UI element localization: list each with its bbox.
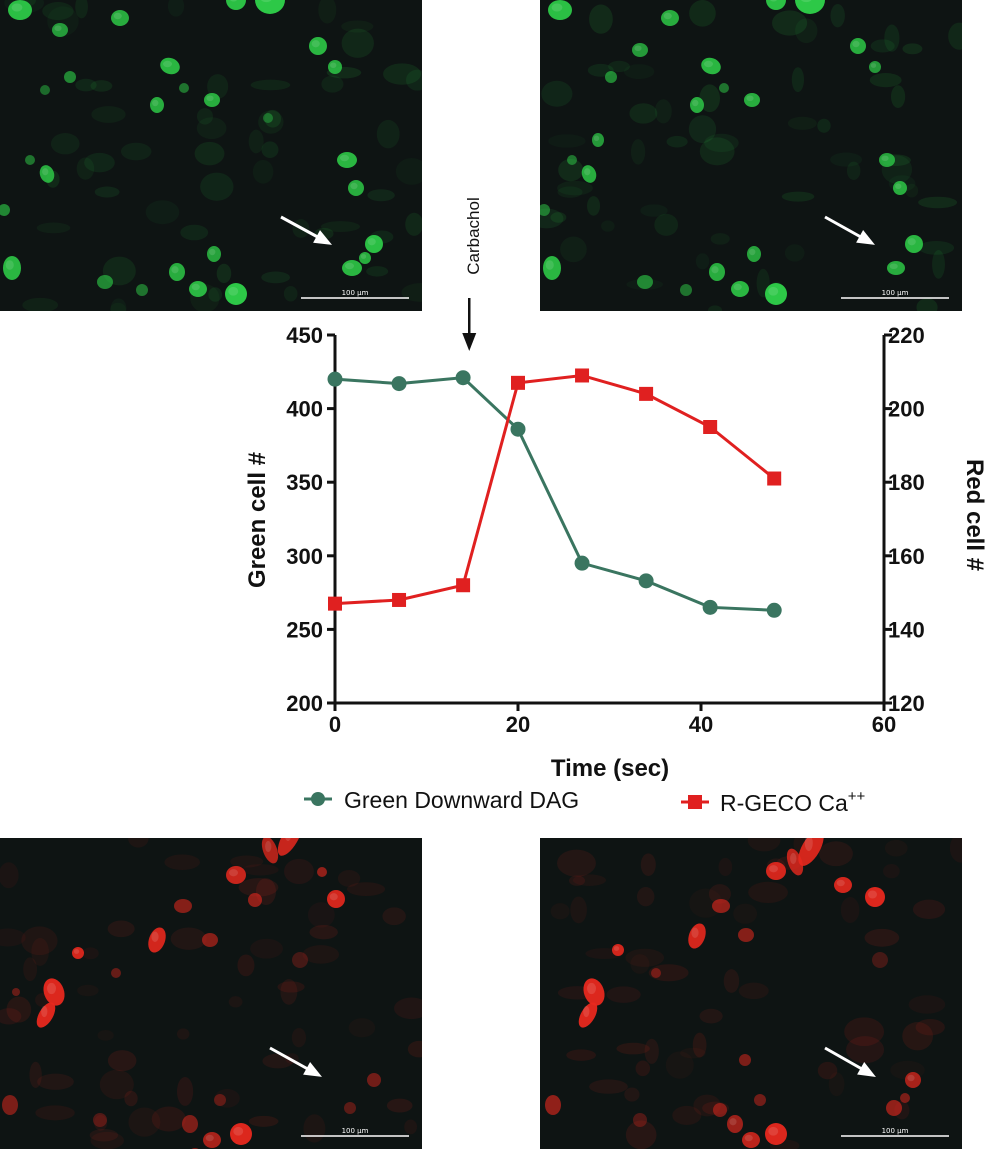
y-right-tick-label: 140 [888, 617, 925, 642]
series-line-red-geco [334, 373, 776, 606]
scale-bar-label: 100 µm [882, 1127, 909, 1135]
data-point-green-dag [327, 371, 343, 387]
data-point-green-dag [766, 602, 782, 618]
y-right-tick-label: 220 [888, 323, 925, 348]
y-left-tick-label: 350 [286, 470, 323, 495]
scale-bar-label: 100 µm [342, 1127, 369, 1135]
red-cell-image-after: 100 µm [540, 838, 962, 1149]
legend-red-label-superscript: ++ [848, 788, 866, 805]
green-cell-image-before: 100 µm [0, 0, 422, 311]
y-left-tick-label: 450 [286, 323, 323, 348]
carbachol-annotation: Carbachol [462, 197, 483, 351]
data-point-green-dag [574, 555, 590, 571]
data-point-red-geco [456, 578, 471, 593]
y-right-tick-label: 160 [888, 544, 925, 569]
data-point-red-geco [511, 375, 525, 390]
data-point-red-geco [767, 471, 782, 486]
green-cell-image-after: 100 µm [540, 0, 962, 311]
data-point-green-dag [391, 376, 407, 392]
y-axis-left-label: Green cell # [244, 452, 271, 588]
data-point-green-dag [455, 370, 471, 386]
x-axis-label: Time (sec) [551, 755, 669, 782]
scale-bar-label: 100 µm [342, 289, 369, 297]
data-point-red-geco [328, 596, 342, 611]
data-point-red-geco [703, 420, 718, 434]
y-left-tick-label: 300 [286, 544, 323, 569]
y-right-tick-label: 200 [888, 397, 925, 422]
carbachol-arrow-head [462, 333, 477, 351]
y-left-tick-label: 200 [286, 691, 323, 716]
micrograph-bottom-right: 100 µm [540, 838, 962, 1149]
x-tick-label: 60 [872, 712, 896, 737]
x-tick-label: 40 [689, 712, 713, 737]
x-tick-label: 0 [329, 712, 341, 737]
legend-red-marker [688, 795, 702, 809]
carbachol-label: Carbachol [464, 197, 483, 275]
x-tick-label: 20 [506, 712, 530, 737]
chart-legend: Green Downward DAG R-GECO Ca++ [304, 787, 866, 816]
chart-axes: 200 250 300 350 400 450 120 140 160 180 200 220 0 20 4… [286, 323, 924, 737]
legend-red-label: R-GECO Ca++ [720, 788, 866, 816]
y-axis-right-label: Red cell # [961, 459, 988, 571]
legend-green-label: Green Downward DAG [344, 787, 579, 813]
scale-bar-label: 100 µm [882, 289, 909, 297]
red-cell-image-before: 100 µm [0, 838, 422, 1149]
data-point-red-geco [575, 368, 590, 383]
micrograph-top-left: 100 µm [0, 0, 422, 311]
data-point-green-dag [638, 573, 654, 589]
data-point-green-dag [510, 421, 526, 437]
micrograph-bottom-left: 100 µm [0, 838, 422, 1149]
data-point-red-geco [392, 592, 407, 607]
chart-series [327, 368, 782, 618]
y-right-tick-label: 180 [888, 470, 925, 495]
series-line-green-dag [334, 376, 775, 612]
legend-green-marker [311, 792, 325, 806]
legend-red-label-main: R-GECO Ca [720, 790, 848, 816]
y-right-tick-label: 120 [888, 691, 925, 716]
y-left-tick-label: 250 [286, 617, 323, 642]
data-point-red-geco [639, 386, 654, 401]
data-point-green-dag [702, 599, 718, 615]
micrograph-top-right: 100 µm [540, 0, 962, 311]
y-left-tick-label: 400 [286, 397, 323, 422]
